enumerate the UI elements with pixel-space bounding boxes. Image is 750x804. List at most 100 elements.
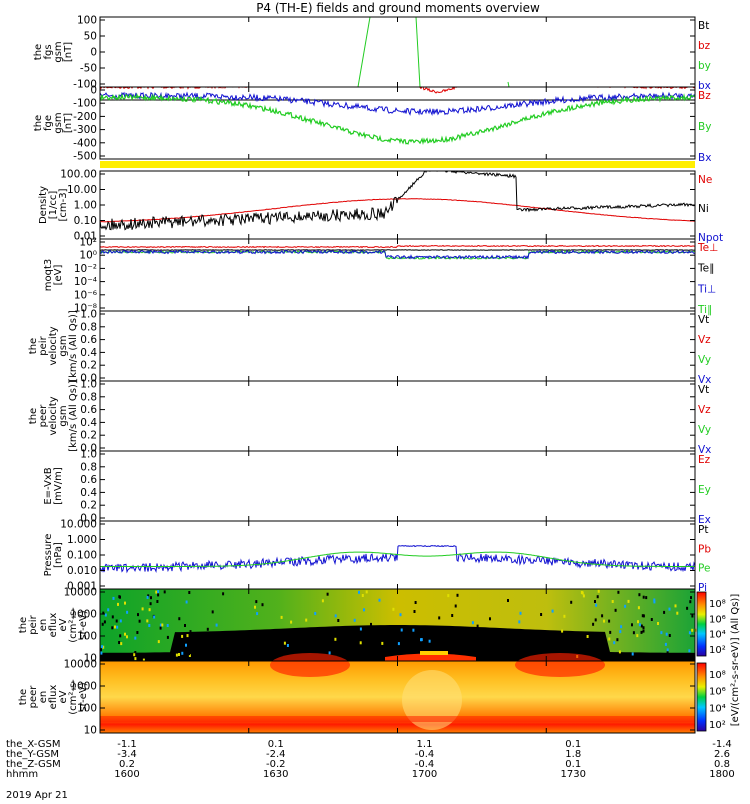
y-tick-label: 10 xyxy=(84,725,97,737)
ephemeris-value: 1600 xyxy=(114,769,139,780)
colorbar-tick-label: 10⁴ xyxy=(709,630,726,641)
spectrogram-speckle xyxy=(663,611,665,614)
y-tick-label: 1.0 xyxy=(80,309,97,321)
temperature-ti-perp-line xyxy=(100,251,695,259)
spectrogram-speckle xyxy=(472,621,474,624)
spectrogram-speckle xyxy=(187,634,189,637)
spectrogram-speckle xyxy=(357,647,359,650)
spectrogram-speckle xyxy=(158,640,160,643)
spectrogram-speckle xyxy=(120,619,122,622)
spectrogram-speckle xyxy=(643,596,645,599)
spectrogram-speckle xyxy=(100,652,102,655)
spectrogram-speckle xyxy=(414,610,416,613)
y-tick-label: 1.0 xyxy=(80,379,97,391)
spectrogram-speckle xyxy=(119,634,121,637)
spectrogram-speckle xyxy=(639,623,641,626)
y-tick-label: 0.4 xyxy=(80,347,97,359)
spectrogram-speckle xyxy=(116,626,118,629)
colorbar-tick-label: 10² xyxy=(709,645,726,656)
spectrogram-speckle xyxy=(495,630,497,633)
y-axis-label: [nT] xyxy=(63,42,74,62)
y-axis-label: [eV] xyxy=(53,265,64,286)
y-axis-label: [mV/m] xyxy=(53,467,64,505)
spectrogram-speckle xyxy=(669,634,671,637)
spectrogram-speckle xyxy=(645,596,647,599)
spectrogram-speckle xyxy=(581,637,583,640)
pressure-panel-lines xyxy=(100,546,695,573)
spectrogram-speckle xyxy=(619,650,621,653)
spectrogram-speckle xyxy=(164,590,166,593)
legend-label: Vt xyxy=(698,314,709,326)
spectrogram-speckle xyxy=(124,633,126,636)
density-ni-line xyxy=(100,169,695,230)
spectrogram-speckle xyxy=(161,624,163,627)
temperature-panel-lines xyxy=(100,246,695,260)
y-axis-label: [nPa] xyxy=(53,542,64,568)
spectrogram-speckle xyxy=(615,609,617,612)
y-tick-label: 0.6 xyxy=(80,404,97,416)
density-panel-lines xyxy=(100,169,695,230)
spectrogram-speckle xyxy=(139,620,141,623)
spectrogram-speckle xyxy=(360,628,362,631)
spectrogram-speckle xyxy=(130,656,132,659)
spectrogram-speckle xyxy=(358,591,360,594)
spectrogram-speckle xyxy=(563,615,565,618)
spectrogram-speckle xyxy=(337,619,339,622)
panel-frame xyxy=(100,381,695,451)
y-tick-label: 10⁻² xyxy=(74,263,97,275)
electron-spectrogram-fill xyxy=(100,661,695,733)
spectrogram-speckle xyxy=(643,626,645,629)
y-tick-label: 10.000 xyxy=(60,519,97,531)
legend-label: By xyxy=(698,121,711,133)
spectrogram-speckle xyxy=(666,656,668,659)
y-tick-label: 0.4 xyxy=(80,417,97,429)
spectrogram-speckle xyxy=(150,602,152,605)
spectrogram-speckle xyxy=(262,603,264,606)
spectrogram-speckle xyxy=(552,610,554,613)
spectrogram-speckle xyxy=(477,639,479,642)
y-axis-label: [cm-3] xyxy=(58,188,69,221)
spectrogram-speckle xyxy=(638,606,640,609)
spectrogram-speckle xyxy=(689,631,691,634)
legend-label: Ti⊥ xyxy=(697,283,716,295)
colorbar-tick-label: 10⁸ xyxy=(709,599,726,610)
spectrogram-speckle xyxy=(188,652,190,655)
y-tick-label: 0.2 xyxy=(80,430,97,442)
spectrogram-speckle xyxy=(686,607,688,610)
colorbar-tick-label: 10⁸ xyxy=(709,670,726,681)
spectrogram-speckle xyxy=(284,642,286,645)
y-tick-label: 10.00 xyxy=(67,184,97,196)
spectrogram-speckle xyxy=(642,614,644,617)
spectrogram-speckle xyxy=(156,600,158,603)
legend-label: Bx xyxy=(698,152,711,164)
legend-label: Ez xyxy=(698,454,711,466)
spectrogram-speckle xyxy=(411,634,413,637)
electron-spectrogram-hot-left xyxy=(270,653,350,677)
y-tick-label: 1.000 xyxy=(67,534,97,546)
colorbar xyxy=(697,592,706,731)
y-tick-label: 10⁻⁴ xyxy=(74,276,97,288)
y-tick-label: 0.4 xyxy=(80,487,97,499)
ephemeris-value: 1630 xyxy=(263,769,288,780)
y-tick-label: 1.0 xyxy=(80,449,97,461)
spectrogram-speckle xyxy=(148,624,150,627)
spectrogram-speckle xyxy=(583,594,585,597)
spectrogram-speckle xyxy=(366,590,368,593)
spectrogram-speckle xyxy=(609,631,611,634)
spectrogram-speckle xyxy=(667,648,669,651)
y-tick-label: 10⁰ xyxy=(79,250,97,262)
legend-label: Te⊥ xyxy=(697,242,718,254)
spectrogram-speckle xyxy=(601,614,603,617)
spectrogram-speckle xyxy=(691,629,693,632)
spectrogram-speckle xyxy=(126,611,128,614)
spectrogram-speckle xyxy=(290,621,292,624)
spectrogram-speckle xyxy=(587,635,589,638)
spectrogram-speckle xyxy=(457,594,459,597)
spectrogram-speckle xyxy=(186,601,188,604)
spectrogram-speckle xyxy=(118,641,120,644)
spectrogram-speckle xyxy=(287,644,289,647)
y-axis-label: sr-eV) xyxy=(78,610,89,639)
spectrogram-speckle xyxy=(503,638,505,641)
spectrogram-speckle xyxy=(633,631,635,634)
